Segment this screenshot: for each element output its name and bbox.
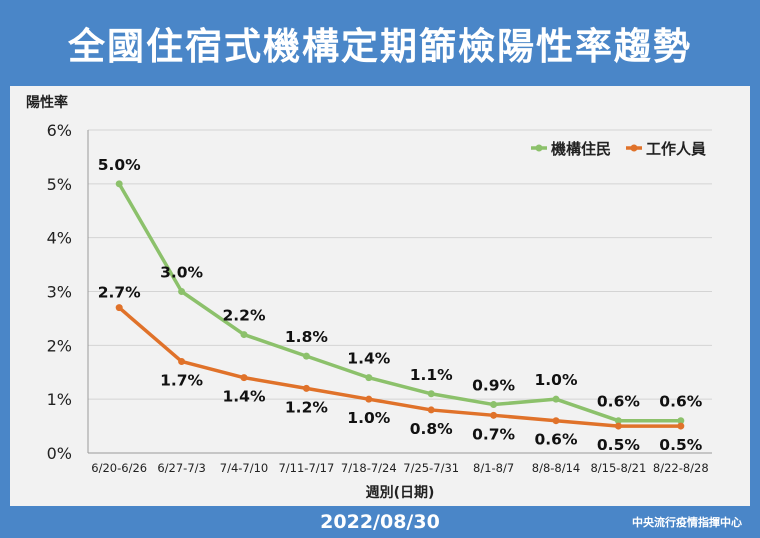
x-tick-label: 7/4-7/10 (220, 461, 268, 475)
x-tick-label: 8/8-8/14 (532, 461, 580, 475)
x-tick-label: 7/18-7/24 (341, 461, 397, 475)
data-point (614, 417, 622, 425)
y-axis-label: 陽性率 (26, 94, 68, 111)
data-point (365, 395, 373, 403)
x-tick-label: 6/27-7/3 (157, 461, 205, 475)
data-point (302, 384, 310, 392)
data-point (614, 422, 622, 430)
x-tick-label: 7/11-7/17 (278, 461, 334, 475)
data-point (178, 357, 186, 365)
data-label: 1.2% (285, 398, 328, 416)
data-label: 1.0% (347, 409, 390, 427)
data-label: 1.7% (160, 371, 203, 389)
x-tick-label: 7/25-7/31 (403, 461, 459, 475)
data-label: 0.6% (659, 393, 702, 411)
y-tick-label: 0% (47, 444, 72, 463)
data-label: 0.5% (597, 436, 640, 454)
series-line (117, 182, 681, 423)
data-point (677, 422, 685, 430)
data-label: 0.5% (659, 436, 702, 454)
footer-date: 2022/08/30 (320, 511, 440, 533)
data-label: 2.2% (223, 307, 266, 325)
data-label: 0.8% (410, 420, 453, 438)
legend-marker (630, 144, 638, 152)
chart-legend: 機構住民 工作人員 (531, 140, 706, 158)
data-point (552, 395, 560, 403)
data-label: 0.6% (597, 393, 640, 411)
data-label: 0.7% (472, 425, 515, 443)
footer-org: 中央流行疫情指揮中心 (632, 516, 742, 529)
x-tick-label: 6/20-6/26 (91, 461, 147, 475)
y-axis-ticks: 0% 1% 2% 3% 4% 5% 6% (47, 121, 72, 463)
legend-label: 工作人員 (646, 140, 706, 158)
data-labels: 5.0% 3.0% 2.2% 1.8% 1.4% 1.1% 0.9% 1.0% 0.6% 0.6%… (98, 156, 703, 454)
data-point (115, 180, 123, 188)
data-label: 5.0% (98, 156, 141, 174)
chart-panel (10, 86, 750, 506)
data-point (427, 390, 435, 398)
y-tick-label: 1% (47, 390, 72, 409)
data-point (552, 417, 560, 425)
data-label: 1.8% (285, 328, 328, 346)
data-label: 1.4% (223, 388, 266, 406)
data-label: 1.1% (410, 366, 453, 384)
data-point (490, 401, 498, 409)
data-label: 3.0% (160, 264, 203, 282)
data-label: 1.0% (535, 371, 578, 389)
data-point (240, 374, 248, 382)
x-tick-label: 8/1-8/7 (473, 461, 514, 475)
page-title: 全國住宿式機構定期篩檢陽性率趨勢 (68, 25, 692, 68)
data-point (490, 411, 498, 419)
data-point (365, 374, 373, 382)
y-tick-label: 2% (47, 336, 72, 355)
y-tick-label: 6% (47, 121, 72, 140)
data-point (115, 304, 123, 312)
y-tick-label: 5% (47, 175, 72, 194)
data-point (240, 331, 248, 339)
data-point (178, 288, 186, 295)
data-point (427, 406, 435, 414)
data-point (302, 352, 310, 360)
data-label: 1.4% (347, 350, 390, 368)
data-label: 0.6% (535, 431, 578, 449)
legend-marker (535, 144, 543, 152)
chart-grid (87, 129, 712, 454)
x-axis-label: 週別(日期) (366, 485, 435, 501)
data-point (677, 417, 685, 425)
x-tick-label: 8/22-8/28 (653, 461, 709, 475)
y-tick-label: 3% (47, 283, 72, 302)
y-tick-label: 4% (47, 229, 72, 248)
data-label: 0.9% (472, 377, 515, 395)
series-lines (115, 180, 685, 430)
x-axis-ticks: 6/20-6/26 6/27-7/3 7/4-7/10 7/11-7/17 7/18-7… (91, 461, 708, 475)
series-line (118, 306, 681, 428)
data-label: 2.7% (98, 284, 141, 302)
x-tick-label: 8/15-8/21 (590, 461, 646, 475)
legend-label: 機構住民 (551, 140, 611, 158)
